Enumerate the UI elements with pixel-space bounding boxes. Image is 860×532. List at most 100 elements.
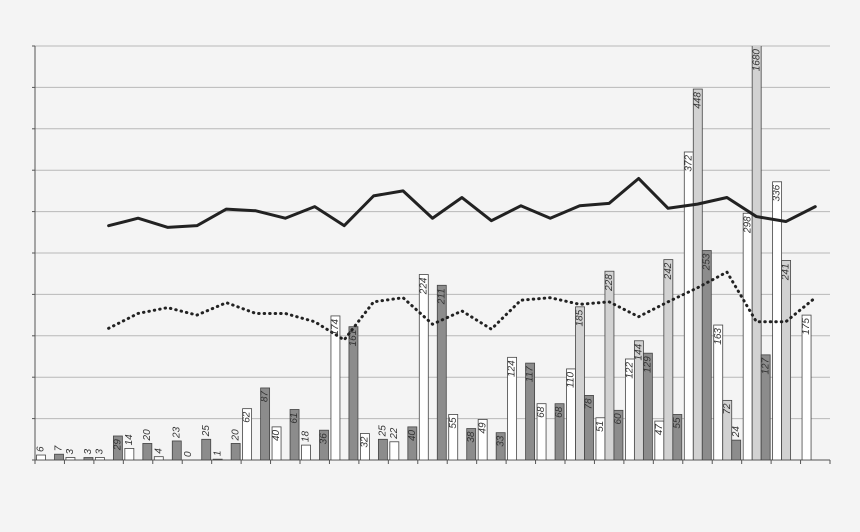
data-label: 55 [672,417,683,429]
bar [230,443,241,460]
data-label: 0 [183,451,194,457]
data-label: 40 [271,429,282,441]
bar [672,414,683,460]
bar [330,315,341,460]
data-label: 211 [436,288,447,305]
data-label: 40 [407,429,418,441]
bar [613,409,624,460]
data-label: 242 [663,262,674,280]
bar [212,458,223,460]
data-label: 163 [713,328,724,345]
bar [554,403,565,460]
bar [507,356,518,460]
data-label: 110 [566,371,577,387]
bar [801,314,812,460]
bar [359,433,370,460]
data-label: 24 [731,426,742,439]
data-label: 448 [692,92,703,109]
data-label: 25 [201,425,212,438]
line [107,176,817,229]
data-label: 185 [575,309,586,326]
bar [683,151,694,460]
bar [713,324,724,460]
bar [731,439,742,460]
bar [466,428,477,460]
bar [663,259,674,460]
bar [54,453,64,460]
data-label: 14 [124,434,135,446]
bar [418,274,429,460]
bar [201,438,212,460]
data-label: 49 [477,422,488,434]
data-label: 78 [584,398,595,410]
data-label: 47 [654,424,665,436]
data-label: 18 [301,431,312,443]
data-label: 32 [360,436,371,448]
data-label: 61 [289,412,300,423]
data-label: 29 [113,439,124,452]
bar [94,457,105,460]
bar [301,444,311,460]
bar [448,414,459,460]
data-label: 336 [772,184,783,201]
bar [260,387,271,460]
bar [760,354,771,460]
data-label: 20 [142,429,153,442]
data-label: 55 [448,417,459,429]
data-label: 298 [742,216,753,234]
data-label: 253 [701,253,712,271]
bar [742,212,753,460]
data-label: 124 [507,360,518,377]
data-label: 122 [625,362,636,379]
data-label: 175 [801,318,812,335]
bar [722,399,733,460]
bar [319,429,329,460]
bar [781,260,792,460]
line [107,270,817,342]
bar [584,395,594,460]
bar [124,448,135,460]
bar [389,441,400,460]
bar [289,409,300,460]
data-label: 72 [722,403,733,415]
data-label: 33 [495,435,506,447]
bar [83,457,94,460]
data-label: 174 [330,318,341,335]
plot-area [36,46,817,460]
data-label: 22 [389,427,400,440]
data-label: 129 [643,356,654,373]
data-label: 60 [613,413,624,425]
data-label: 20 [230,429,241,442]
bar [436,284,447,460]
data-label: 4 [153,448,164,454]
data-label: 161 [348,330,359,347]
data-label: 38 [466,431,477,443]
data-label: 241 [781,263,792,281]
data-label: 1 [212,451,223,457]
bar [348,326,359,460]
data-label: 7 [54,445,65,451]
bar [575,306,585,460]
bar [536,403,547,460]
bar [495,432,506,460]
data-label: 3 [95,449,106,455]
bar [525,362,536,460]
bar [642,352,653,460]
bar [271,426,282,460]
bar [377,438,388,460]
bar [171,440,182,460]
bar [477,419,488,460]
data-label: 117 [525,366,536,382]
bar [142,443,153,460]
bar [65,457,76,460]
data-label: 228 [604,274,615,292]
data-label: 68 [536,406,547,418]
data-label: 25 [378,425,389,438]
data-label: 1680 [751,49,762,72]
bar [751,46,762,460]
data-label: 3 [83,449,94,455]
data-label: 23 [171,426,182,439]
data-label: 36 [319,433,330,445]
